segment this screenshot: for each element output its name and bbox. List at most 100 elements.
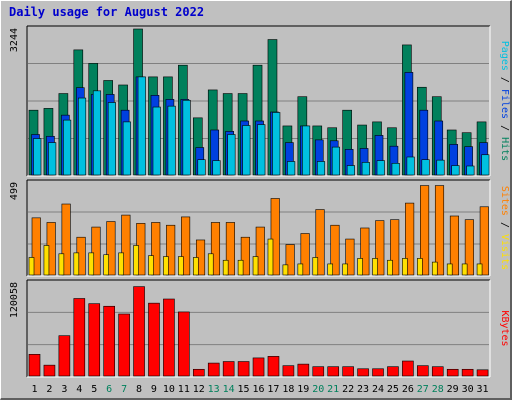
visits-bar (118, 252, 124, 276)
pages-bar (48, 142, 57, 176)
day-label: 24 (372, 384, 384, 395)
kbytes-bar (297, 363, 310, 377)
day-label: 10 (163, 384, 175, 395)
kbytes-bar (446, 368, 459, 377)
visits-bar (58, 253, 65, 276)
visits-bar (43, 245, 50, 276)
day-label: 25 (387, 384, 399, 395)
visits-bar (312, 257, 319, 276)
day-label: 14 (223, 384, 235, 395)
day-label: 18 (282, 384, 294, 395)
sites-bar (166, 224, 176, 276)
kbytes-bar (252, 357, 265, 377)
sites-bar (464, 219, 474, 276)
visits-bar (327, 263, 334, 276)
visits-bar (267, 238, 274, 276)
day-label: 2 (46, 384, 52, 395)
kbytes-bar (461, 368, 474, 377)
pages-bar (212, 160, 221, 176)
pages-bar (78, 97, 87, 176)
legend-visits: Visits (499, 234, 510, 270)
pages-bar (257, 124, 266, 176)
day-label: 30 (462, 384, 474, 395)
legend-files: Files (499, 89, 510, 119)
day-label: 5 (91, 384, 97, 395)
day-label: 27 (417, 384, 429, 395)
sites-bar (210, 222, 221, 276)
visits-bar (342, 263, 348, 276)
visits-bar (282, 264, 289, 276)
kbytes-bar (178, 311, 190, 377)
kbytes-bar (43, 364, 56, 377)
sites-bar (345, 238, 355, 276)
visits-bar (103, 254, 109, 276)
kbytes-bar (402, 360, 414, 377)
visits-bar (297, 263, 304, 276)
legend-hits: Hits (499, 137, 510, 161)
day-label: 15 (238, 384, 250, 395)
sites-bar (61, 203, 71, 276)
kbytes-bar (88, 303, 101, 377)
visits-bar (207, 253, 214, 276)
panel-1-ymax-label: 3244 (9, 28, 20, 52)
label-separator: / (499, 71, 510, 89)
visits-bar (148, 255, 154, 276)
pages-bar (137, 76, 146, 176)
pages-bar (197, 159, 206, 176)
visits-bar (417, 258, 423, 276)
sites-bar (255, 226, 265, 276)
sites-bar (225, 222, 235, 276)
sites-bar (375, 220, 385, 276)
day-label: 12 (193, 384, 205, 395)
kbytes-bar (103, 305, 115, 377)
pages-bar (421, 159, 430, 176)
pages-bar (227, 134, 236, 176)
pages-bar (451, 165, 460, 176)
pages-bar (272, 112, 281, 176)
kbytes-bar (342, 366, 354, 377)
kbytes-bar (372, 368, 384, 377)
day-label: 29 (447, 384, 459, 395)
sites-bar (315, 209, 325, 276)
label-separator: / (499, 216, 510, 234)
day-label: 23 (357, 384, 369, 395)
day-label: 6 (106, 384, 112, 395)
day-label: 11 (178, 384, 190, 395)
pages-bar (92, 90, 102, 176)
kbytes-bar (207, 362, 220, 377)
sites-bar (181, 216, 191, 276)
pages-bar (436, 159, 445, 176)
visits-bar (431, 261, 438, 276)
visits-bar (28, 257, 35, 276)
pages-bar (167, 105, 176, 176)
day-label: 21 (327, 384, 339, 395)
visits-bar (446, 263, 453, 276)
pages-bar (466, 165, 475, 176)
pages-bar (242, 125, 251, 176)
legend-pages: Pages (499, 41, 510, 71)
kbytes-bar (163, 298, 175, 377)
pages-bar (481, 154, 490, 176)
visits-bar (73, 252, 80, 276)
sites-bar (106, 221, 116, 276)
pages-bar (122, 121, 131, 176)
sites-bar (270, 198, 280, 276)
legend-sites: Sites (499, 186, 510, 216)
sites-bar (151, 222, 161, 276)
sites-bar (390, 219, 400, 276)
pages-bar (107, 102, 116, 176)
kbytes-bar (237, 361, 250, 377)
kbytes-bar (118, 313, 130, 377)
kbytes-bar (431, 366, 444, 377)
sites-bar (121, 214, 131, 276)
label-separator: / (499, 119, 510, 137)
kbytes-bar (417, 365, 429, 377)
legend-kbytes: KBytes (499, 310, 510, 346)
day-label: 7 (121, 384, 127, 395)
kbytes-bar (148, 302, 160, 377)
sites-bar (330, 224, 340, 276)
kbytes-bar (312, 366, 325, 377)
sites-bar (420, 185, 430, 276)
sites-bar (285, 244, 295, 276)
sites-bar (360, 227, 370, 276)
